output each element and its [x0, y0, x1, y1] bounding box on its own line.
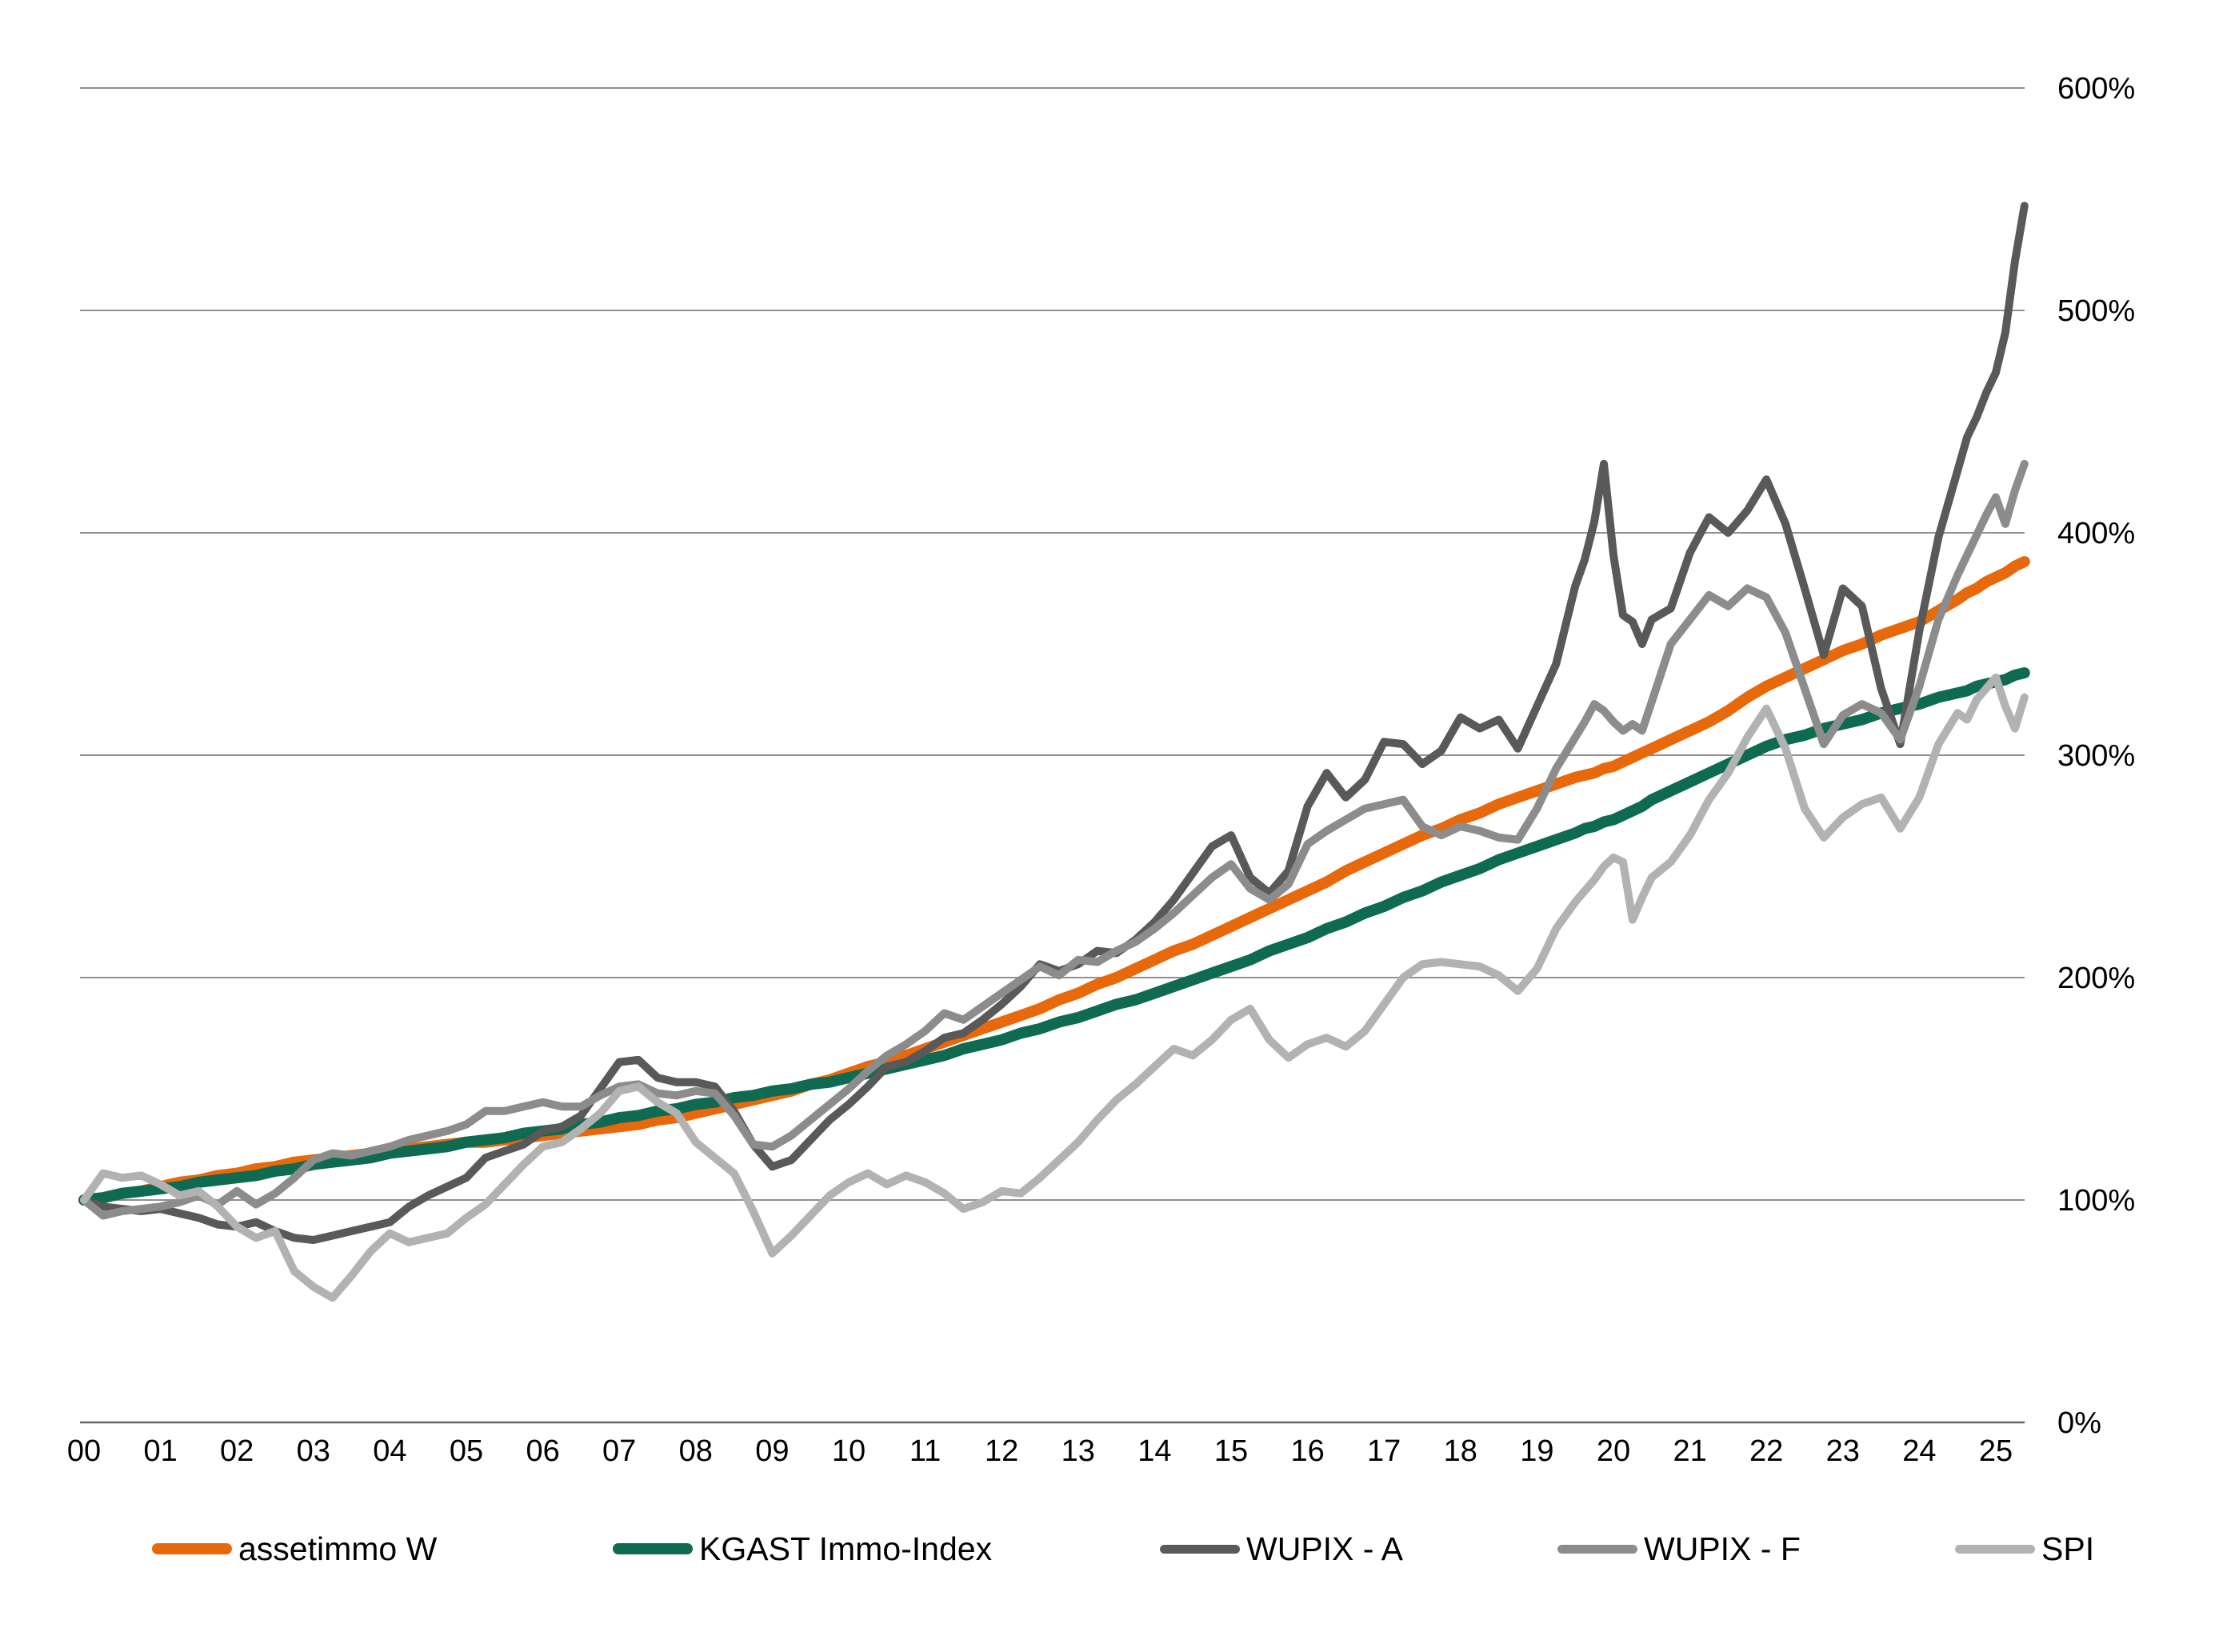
x-tick-label-06: 06 — [526, 1434, 559, 1468]
x-tick-label-01: 01 — [143, 1434, 177, 1468]
y-tick-label-400: 400% — [2057, 517, 2135, 550]
x-tick-label-12: 12 — [985, 1434, 1018, 1468]
x-tick-label-14: 14 — [1137, 1434, 1171, 1468]
series-line-assetimmo-w — [78, 556, 2030, 1206]
legend-item-wupix-f: WUPIX - F — [1557, 1524, 1801, 1574]
x-tick-label-19: 19 — [1520, 1434, 1553, 1468]
legend-swatch — [152, 1543, 232, 1554]
y-tick-label-500: 500% — [2057, 294, 2135, 328]
y-tick-label-0: 0% — [2057, 1406, 2101, 1440]
chart-legend: assetimmo W KGAST Immo-Index WUPIX - A WUPI… — [0, 1524, 2219, 1580]
legend-item-assetimmo-w: assetimmo W — [152, 1524, 437, 1574]
series-line-wupix-f — [80, 459, 2029, 1220]
x-tick-label-21: 21 — [1673, 1434, 1706, 1468]
legend-item-spi: SPI — [1955, 1524, 2094, 1574]
y-tick-label-100: 100% — [2057, 1184, 2135, 1218]
x-tick-label-22: 22 — [1749, 1434, 1783, 1468]
x-tick-label-15: 15 — [1214, 1434, 1248, 1468]
x-tick-label-11: 11 — [910, 1434, 941, 1468]
x-tick-label-18: 18 — [1444, 1434, 1477, 1468]
x-tick-label-20: 20 — [1597, 1434, 1630, 1468]
x-tick-label-10: 10 — [832, 1434, 866, 1468]
x-tick-label-09: 09 — [755, 1434, 789, 1468]
x-tick-label-04: 04 — [373, 1434, 406, 1468]
x-tick-label-17: 17 — [1367, 1434, 1401, 1468]
x-tick-label-05: 05 — [450, 1434, 483, 1468]
x-tick-label-03: 03 — [297, 1434, 330, 1468]
x-tick-label-07: 07 — [602, 1434, 636, 1468]
legend-swatch — [1557, 1544, 1637, 1554]
series-lines — [78, 202, 2030, 1302]
x-tick-label-13: 13 — [1062, 1434, 1095, 1468]
legend-item-wupix-a: WUPIX - A — [1160, 1524, 1403, 1574]
y-axis-labels: 0% 100% 200% 300% 400% 500% 600% — [2057, 72, 2135, 1440]
x-tick-label-00: 00 — [67, 1434, 101, 1468]
legend-label: WUPIX - A — [1246, 1530, 1403, 1567]
x-tick-label-16: 16 — [1290, 1434, 1324, 1468]
x-axis-labels: 00 01 02 03 04 05 06 07 08 09 10 11 12 13 14 15 16 17 18 19… — [67, 1434, 2013, 1468]
y-gridlines — [80, 87, 2025, 1424]
y-tick-label-200: 200% — [2057, 962, 2135, 995]
legend-swatch — [613, 1543, 693, 1554]
legend-swatch — [1160, 1544, 1240, 1554]
legend-label: KGAST Immo-Index — [699, 1530, 993, 1567]
legend-label: WUPIX - F — [1644, 1530, 1801, 1567]
y-tick-label-600: 600% — [2057, 72, 2135, 106]
legend-label: SPI — [2041, 1530, 2095, 1567]
x-tick-label-08: 08 — [679, 1434, 713, 1468]
series-line-kgast-immo-index — [78, 667, 2030, 1206]
legend-label: assetimmo W — [238, 1530, 438, 1567]
legend-item-kgast-immo-index: KGAST Immo-Index — [613, 1524, 992, 1574]
series-line-spi — [80, 673, 2029, 1302]
legend-swatch — [1955, 1544, 2035, 1554]
y-tick-label-300: 300% — [2057, 739, 2135, 773]
series-line-wupix-a — [80, 202, 2029, 1244]
x-tick-label-02: 02 — [220, 1434, 254, 1468]
x-tick-label-24: 24 — [1902, 1434, 1936, 1468]
x-tick-label-23: 23 — [1826, 1434, 1860, 1468]
x-tick-label-25: 25 — [1979, 1434, 2013, 1468]
